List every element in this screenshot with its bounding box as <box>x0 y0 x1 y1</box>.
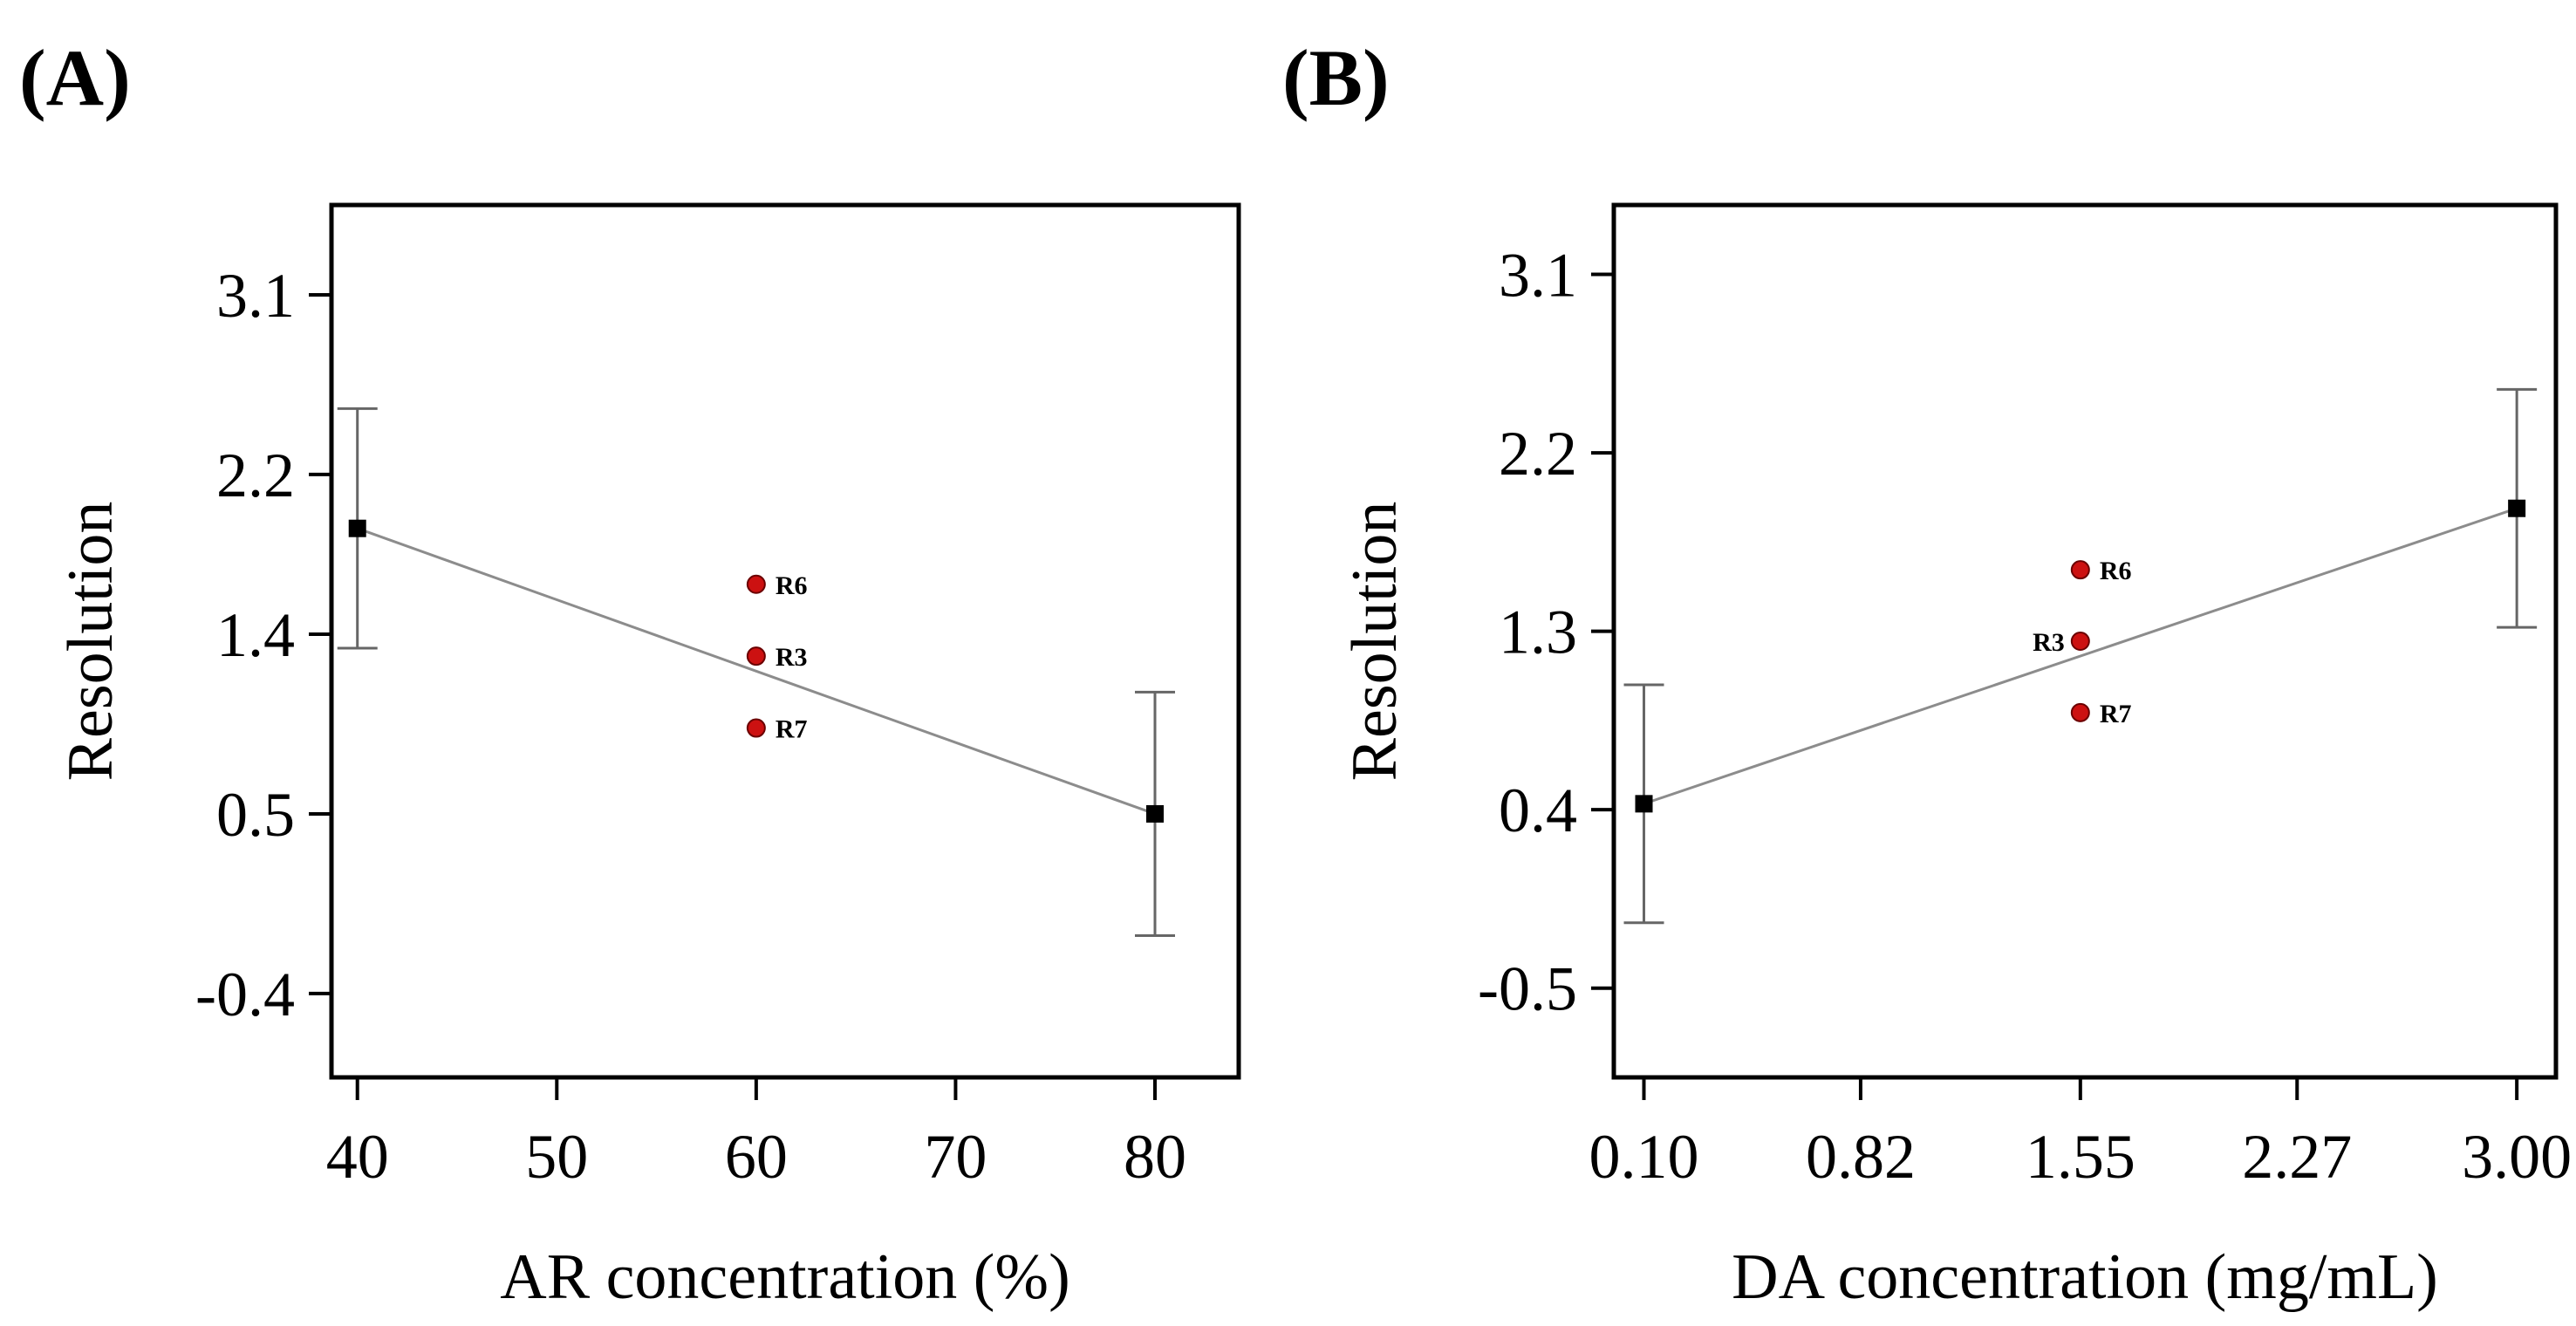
y-tick-label: 0.4 <box>1499 776 1577 845</box>
point-label: R6 <box>776 571 808 600</box>
point-label: R6 <box>2100 557 2132 585</box>
x-tick-label: 2.27 <box>2242 1122 2352 1192</box>
point-label: R3 <box>776 643 808 672</box>
design-point <box>746 718 766 738</box>
x-tick-label: 0.82 <box>1806 1122 1916 1192</box>
x-tick-label: 50 <box>525 1122 588 1192</box>
x-axis-title: DA concentration (mg/mL) <box>1732 1241 2438 1313</box>
predicted-point <box>1146 804 1164 823</box>
y-tick-label: -0.4 <box>195 960 295 1029</box>
design-point <box>746 574 766 594</box>
x-tick-label: 1.55 <box>2026 1122 2135 1192</box>
x-tick-label: 70 <box>924 1122 987 1192</box>
y-tick-label: 3.1 <box>1499 241 1577 311</box>
panel-label: (A) <box>19 33 131 122</box>
predicted-point <box>1635 795 1653 813</box>
x-axis-title: AR concentration (%) <box>500 1241 1069 1313</box>
design-point <box>2070 632 2090 651</box>
y-tick-label: 2.2 <box>1499 419 1577 489</box>
x-tick-label: 80 <box>1124 1122 1186 1192</box>
x-tick-label: 0.10 <box>1589 1122 1699 1192</box>
marks: R6 R3 R7 <box>1623 387 2538 925</box>
design-point <box>2070 702 2090 722</box>
trend-line <box>357 527 1156 816</box>
y-tick-label: 3.1 <box>216 261 295 331</box>
ticks: 3.1 2.2 1.3 0.4 -0.5 0.10 0.82 1.55 2.27 3.00 <box>1478 241 2572 1192</box>
y-axis-title: Resolution <box>55 502 126 782</box>
design-point <box>746 646 766 666</box>
x-tick-label: 60 <box>725 1122 788 1192</box>
x-tick-label: 3.00 <box>2462 1122 2572 1192</box>
point-label: R7 <box>2100 700 2132 728</box>
trend-line <box>1643 507 2518 805</box>
plot-frame <box>1611 202 2559 1080</box>
panel-b: (B) Resolution DA concentration (mg/mL) … <box>1282 33 2572 1313</box>
y-tick-label: -0.5 <box>1478 954 1577 1024</box>
x-tick-label: 40 <box>326 1122 389 1192</box>
ticks: 3.1 2.2 1.4 0.5 -0.4 40 50 60 70 80 <box>195 261 1186 1192</box>
plot-frame <box>329 202 1241 1080</box>
predicted-point <box>348 519 366 537</box>
marks: R6 R3 R7 <box>337 407 1175 938</box>
y-tick-label: 2.2 <box>216 441 295 510</box>
point-label: R3 <box>2033 628 2065 657</box>
y-tick-label: 1.3 <box>1499 598 1577 667</box>
point-label: R7 <box>776 715 808 744</box>
panel-a: (A) Resolution AR concentration (%) 3.1 2… <box>19 33 1241 1313</box>
predicted-point <box>2508 499 2526 517</box>
design-point <box>2070 560 2090 580</box>
y-tick-label: 0.5 <box>216 780 295 850</box>
panel-label: (B) <box>1282 33 1390 122</box>
y-axis-title: Resolution <box>1339 502 1411 782</box>
y-tick-label: 1.4 <box>216 600 295 670</box>
